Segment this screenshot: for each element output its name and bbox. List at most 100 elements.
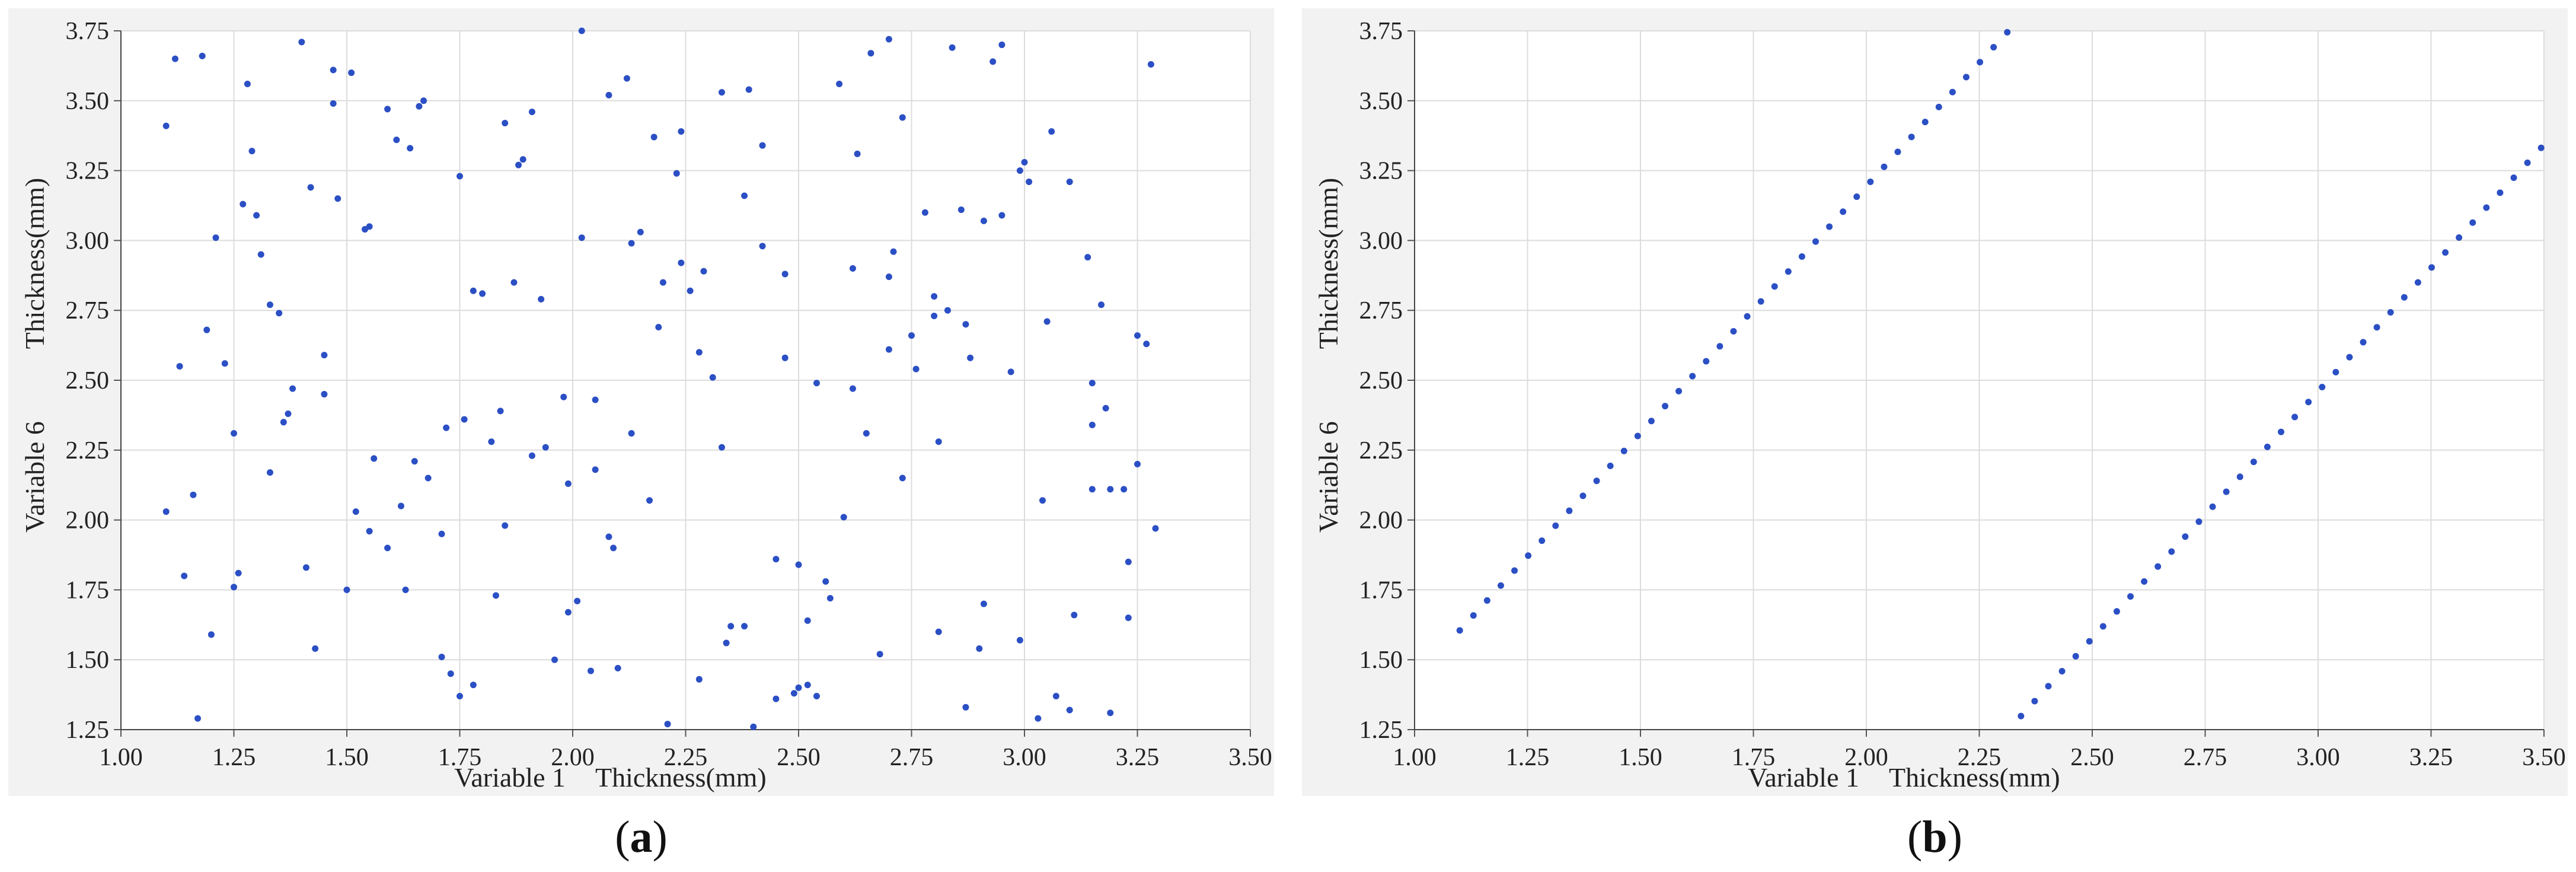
scatter-point	[578, 234, 585, 241]
scatter-point	[334, 195, 341, 202]
scatter-point	[2319, 384, 2326, 391]
scatter-point	[867, 50, 874, 57]
scatter-point	[1043, 318, 1051, 325]
scatter-point	[1107, 709, 1114, 717]
scatter-point	[285, 410, 292, 418]
scatter-point	[1716, 343, 1723, 350]
scatter-point	[2223, 488, 2230, 495]
caption-letter: b	[1922, 812, 1948, 862]
scatter-point	[678, 128, 685, 135]
scatter-point	[1689, 373, 1696, 380]
scatter-point	[402, 586, 409, 593]
scatter-point	[1771, 283, 1778, 290]
scatter-point	[330, 100, 337, 107]
scatter-point	[976, 645, 983, 652]
x-tick-label: 2.25	[1958, 744, 2002, 771]
scatter-point	[1121, 486, 1128, 493]
scatter-point	[352, 508, 359, 515]
scatter-point	[1066, 178, 1073, 185]
scatter-point	[330, 66, 337, 74]
x-axis-variable-label: Variable 1	[1748, 762, 1859, 793]
scatter-point	[343, 586, 350, 593]
scatter-point	[854, 150, 861, 157]
scatter-point	[366, 223, 373, 230]
scatter-point	[510, 279, 518, 286]
scatter-point	[592, 396, 599, 403]
scatter-point	[1052, 692, 1059, 699]
y-tick-label: 3.50	[66, 88, 110, 115]
scatter-point	[1470, 612, 1477, 619]
scatter-point	[470, 287, 477, 294]
scatter-point	[655, 323, 662, 330]
scatter-point	[908, 332, 915, 339]
scatter-point	[885, 346, 892, 353]
scatter-point	[407, 145, 414, 152]
scatter-point	[2469, 219, 2476, 226]
scatter-point	[181, 572, 188, 580]
scatter-plot-a: 1.00 1.25 1.50 1.75 2.00 2.25 2.50 2.75 3.00 3.25…	[20, 18, 1272, 793]
scatter-point	[1497, 582, 1504, 589]
scatter-point	[826, 595, 834, 602]
y-tick-label: 2.25	[66, 437, 110, 464]
scatter-point	[678, 259, 685, 266]
scatter-point	[321, 391, 328, 398]
scatter-point	[773, 556, 780, 563]
scatter-point	[542, 444, 549, 451]
scatter-point	[266, 301, 273, 308]
scatter-point	[759, 142, 766, 149]
x-tick-label: 2.00	[551, 744, 595, 771]
scatter-point	[194, 715, 202, 722]
y-tick-label: 1.75	[66, 577, 110, 604]
scatter-point	[1812, 238, 1820, 245]
scatter-point	[628, 430, 635, 437]
scatter-point	[2537, 144, 2545, 151]
scatter-point	[1881, 163, 1888, 170]
scatter-point	[2209, 503, 2216, 510]
scatter-point	[795, 561, 802, 568]
x-axis-unit-label: Thickness(mm)	[595, 762, 767, 793]
scatter-point	[727, 623, 735, 630]
scatter-point	[253, 212, 260, 219]
scatter-point	[2182, 533, 2189, 540]
x-tick-label: 3.00	[1003, 744, 1046, 771]
scatter-point	[2264, 443, 2271, 450]
scatter-point	[899, 114, 906, 121]
scatter-point	[212, 234, 219, 241]
scatter-point	[1016, 167, 1023, 174]
y-tick-label: 2.75	[1359, 297, 1403, 324]
scatter-point	[447, 670, 454, 677]
scatter-point	[2401, 294, 2408, 301]
scatter-point	[1785, 268, 1792, 275]
scatter-point	[443, 424, 450, 431]
scatter-point	[899, 475, 906, 482]
scatter-point	[397, 502, 404, 510]
scatter-point	[962, 704, 969, 711]
scatter-point	[989, 58, 997, 65]
scatter-point	[190, 491, 197, 498]
scatter-point	[840, 514, 847, 521]
scatter-point	[2373, 324, 2380, 331]
scatter-point	[628, 240, 635, 247]
scatter-point	[162, 508, 170, 515]
x-tick-label: 1.25	[212, 744, 256, 771]
scatter-point	[2195, 518, 2202, 525]
y-tick-label: 1.25	[66, 717, 110, 744]
scatter-point	[1134, 460, 1141, 467]
scatter-point	[1066, 706, 1073, 714]
scatter-point	[741, 192, 748, 199]
scatter-point	[687, 287, 694, 294]
scatter-point	[1125, 558, 1132, 565]
scatter-point	[560, 393, 567, 400]
x-tick-label: 3.00	[2296, 744, 2340, 771]
scatter-point	[1620, 447, 1627, 454]
scatter-point	[1648, 418, 1655, 425]
scatter-point	[587, 667, 594, 674]
scatter-point	[931, 293, 938, 300]
scatter-point	[2278, 428, 2285, 435]
scatter-point	[790, 690, 797, 697]
scatter-point	[605, 533, 612, 540]
scatter-point	[438, 653, 445, 660]
scatter-point	[980, 217, 987, 224]
scatter-point	[935, 628, 942, 635]
scatter-point	[298, 39, 305, 46]
